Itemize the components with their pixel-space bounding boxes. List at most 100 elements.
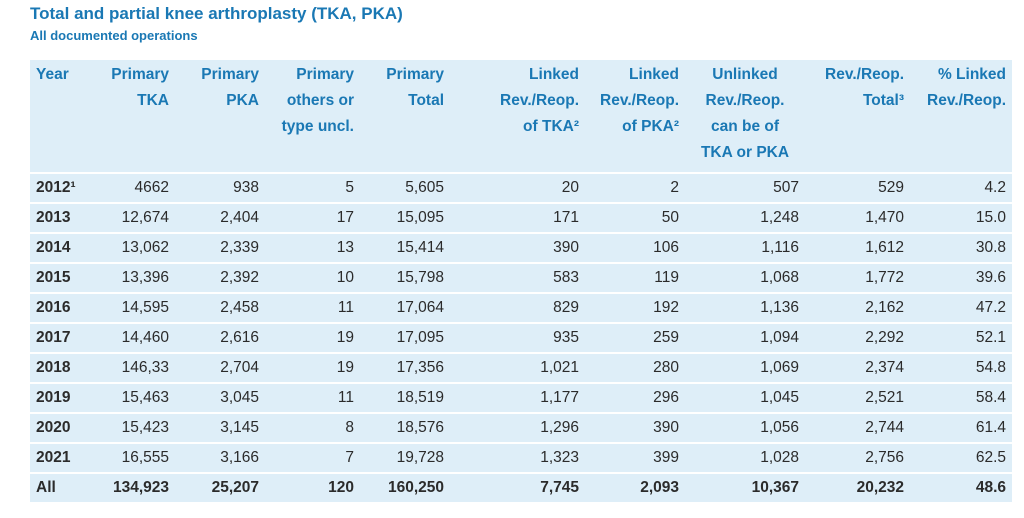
table-cell: 15,463 (95, 382, 175, 413)
column-header: % Linked Rev./Reop. (910, 60, 1012, 173)
table-cell: 171 (450, 202, 585, 233)
table-cell: 13,062 (95, 232, 175, 263)
table-cell: 2012¹ (30, 172, 95, 203)
header-line: others or (286, 92, 354, 109)
table-cell: 4.2 (910, 172, 1012, 203)
table-cell: 938 (175, 172, 265, 203)
table-cell: 2013 (30, 202, 95, 233)
table-cell: 58.4 (910, 382, 1012, 413)
header-line: Primary (201, 66, 259, 83)
table-cell: 4662 (95, 172, 175, 203)
header-line: of TKA² (523, 118, 579, 135)
table-cell: 1,612 (805, 232, 910, 263)
table-cell: 120 (265, 472, 360, 502)
table-cell: 2,404 (175, 202, 265, 233)
table-cell: 20,232 (805, 472, 910, 502)
table-cell: 15,798 (360, 262, 450, 293)
table-cell: 119 (585, 262, 685, 293)
table-row: 2016 14,595 2,458 11 17,064 829 192 1,136 2,162 4… (30, 292, 1012, 323)
table-header: Year Primary TKA Primary PKA Primary others or… (30, 60, 1012, 173)
table-cell: 15,414 (360, 232, 450, 263)
table-cell: 2,458 (175, 292, 265, 323)
table-cell: 15,095 (360, 202, 450, 233)
table-cell: 19 (265, 322, 360, 353)
table-cell: 2015 (30, 262, 95, 293)
table-cell: All (30, 472, 95, 502)
table-cell: 5,605 (360, 172, 450, 203)
header-line: TKA or PKA (700, 144, 790, 161)
table-cell: 1,296 (450, 412, 585, 443)
table-row: 2020 15,423 3,145 8 18,576 1,296 390 1,056 2,744… (30, 412, 1012, 443)
table-cell: 192 (585, 292, 685, 323)
table-cell: 19,728 (360, 442, 450, 473)
table-row: 2017 14,460 2,616 19 17,095 935 259 1,094 2,292 5… (30, 322, 1012, 353)
header-line: type uncl. (281, 118, 354, 135)
table-cell: 7,745 (450, 472, 585, 502)
table-cell: 2020 (30, 412, 95, 443)
table-cell: 17 (265, 202, 360, 233)
table-cell: 1,045 (685, 382, 805, 413)
table-cell: 1,069 (685, 352, 805, 383)
table-cell: 39.6 (910, 262, 1012, 293)
table-cell: 30.8 (910, 232, 1012, 263)
table-cell: 134,923 (95, 472, 175, 502)
table-cell: 8 (265, 412, 360, 443)
header-line: PKA (226, 92, 259, 109)
header-line: Linked (629, 66, 679, 83)
table-cell: 390 (585, 412, 685, 443)
table-cell: 2017 (30, 322, 95, 353)
table-cell: 11 (265, 382, 360, 413)
header-line: can be of (710, 118, 780, 135)
table-row: 2021 16,555 3,166 7 19,728 1,323 399 1,028 2,756… (30, 442, 1012, 473)
data-table: Year Primary TKA Primary PKA Primary others or… (30, 60, 1012, 502)
header-line: of PKA² (622, 118, 679, 135)
table-cell: 146,33 (95, 352, 175, 383)
column-header: Year (30, 60, 95, 173)
table-cell: 3,166 (175, 442, 265, 473)
table-cell: 2,704 (175, 352, 265, 383)
header-line: Year (36, 66, 69, 83)
table-cell: 15,423 (95, 412, 175, 443)
header-line: Rev./Reop. (825, 66, 904, 83)
table-cell: 13 (265, 232, 360, 263)
column-header: Linked Rev./Reop. of PKA² (585, 60, 685, 173)
table-cell: 1,177 (450, 382, 585, 413)
column-header: Primary others or type uncl. (265, 60, 360, 173)
table-cell: 1,028 (685, 442, 805, 473)
header-line: Unlinked (712, 66, 778, 83)
header-row: Year Primary TKA Primary PKA Primary others or… (30, 60, 1012, 173)
table-cell: 61.4 (910, 412, 1012, 443)
table-cell: 2,162 (805, 292, 910, 323)
table-cell: 19 (265, 352, 360, 383)
table-cell: 1,068 (685, 262, 805, 293)
column-header: Primary Total (360, 60, 450, 173)
table-cell: 2 (585, 172, 685, 203)
table-cell: 16,555 (95, 442, 175, 473)
table-cell: 2,392 (175, 262, 265, 293)
table-cell: 2,339 (175, 232, 265, 263)
table-cell: 829 (450, 292, 585, 323)
table-cell: 259 (585, 322, 685, 353)
table-row: 2015 13,396 2,392 10 15,798 583 119 1,068 1,772 3… (30, 262, 1012, 293)
table-cell: 17,095 (360, 322, 450, 353)
header-line: Rev./Reop. (600, 92, 679, 109)
table-cell: 7 (265, 442, 360, 473)
table-cell: 62.5 (910, 442, 1012, 473)
table-cell: 48.6 (910, 472, 1012, 502)
table-cell: 15.0 (910, 202, 1012, 233)
table-cell: 2,521 (805, 382, 910, 413)
header-line: Total³ (862, 92, 904, 109)
header-line: % Linked (937, 66, 1006, 83)
table-cell: 2019 (30, 382, 95, 413)
table-cell: 390 (450, 232, 585, 263)
table-cell: 18,519 (360, 382, 450, 413)
table-cell: 160,250 (360, 472, 450, 502)
table-cell: 25,207 (175, 472, 265, 502)
table-cell: 17,064 (360, 292, 450, 323)
column-header: Rev./Reop. Total³ (805, 60, 910, 173)
table-cell: 583 (450, 262, 585, 293)
table-body: 2012¹ 4662 938 5 5,605 20 2 507 529 4.2 2013 12,674… (30, 172, 1012, 502)
subtitle: All documented operations (30, 28, 198, 43)
table-cell: 2,292 (805, 322, 910, 353)
table-cell: 3,145 (175, 412, 265, 443)
